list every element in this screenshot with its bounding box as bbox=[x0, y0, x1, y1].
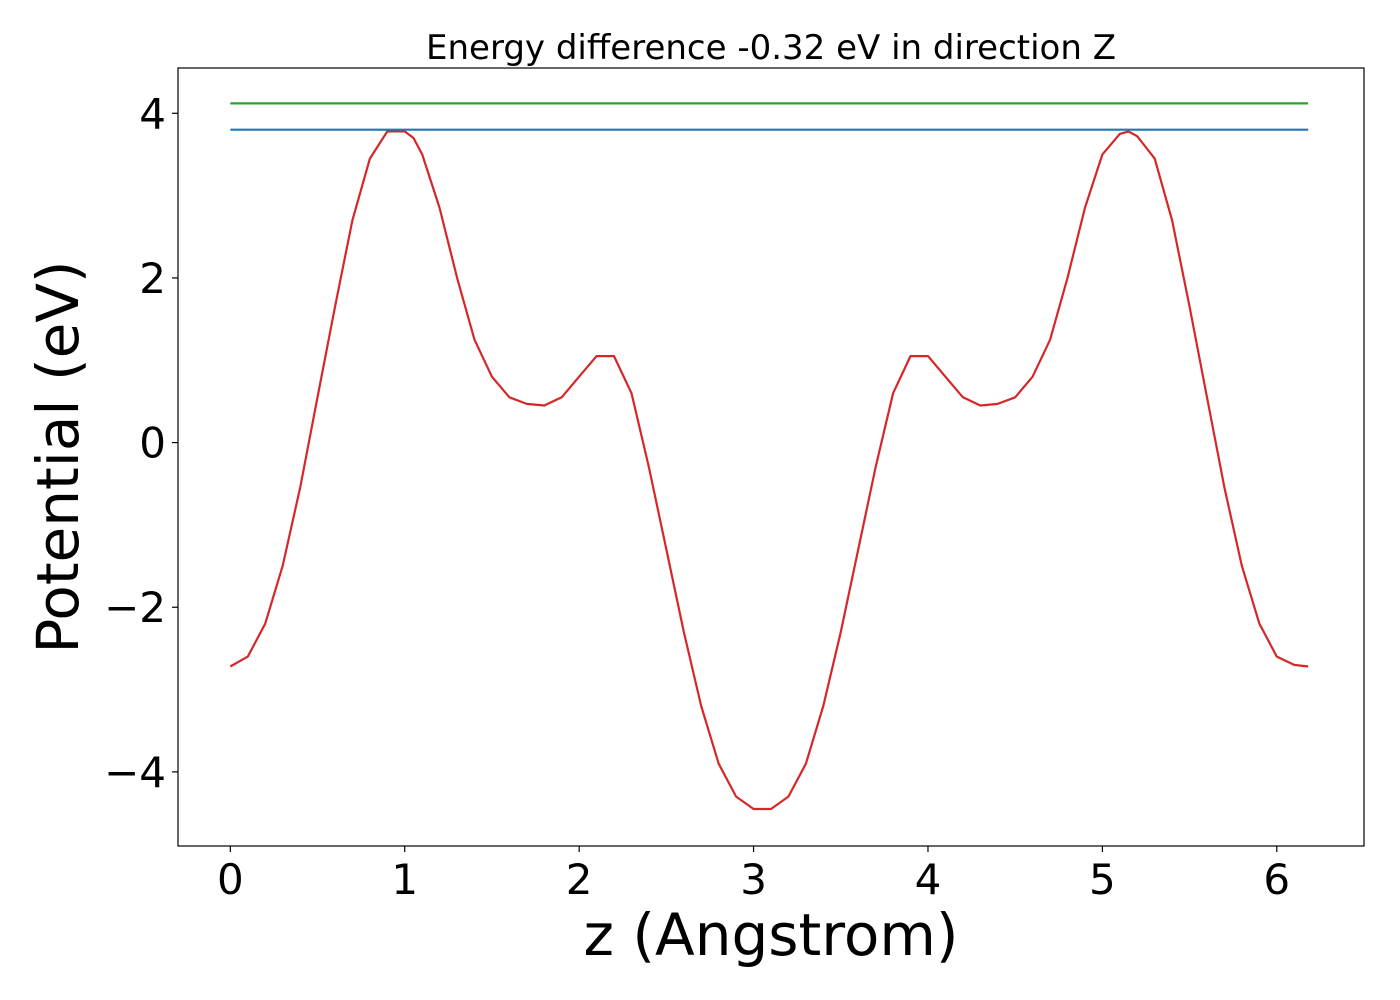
plot-frame bbox=[177, 67, 1365, 847]
y-axis-ticks: −4 −2 0 2 4 bbox=[104, 89, 178, 797]
x-tick-label: 3 bbox=[740, 855, 767, 904]
x-axis-label: z (Angstrom) bbox=[584, 901, 959, 969]
y-tick-label: −2 bbox=[104, 583, 166, 632]
chart-title: Energy difference -0.32 eV in direction … bbox=[426, 28, 1116, 68]
y-tick-label: 4 bbox=[139, 89, 166, 138]
y-tick-label: 0 bbox=[139, 419, 166, 468]
series-line-0 bbox=[229, 130, 1309, 811]
x-tick-label: 2 bbox=[566, 855, 593, 904]
x-axis-ticks: 0 1 2 3 4 5 6 bbox=[217, 846, 1290, 904]
x-tick-label: 5 bbox=[1089, 855, 1116, 904]
y-tick-label: 2 bbox=[139, 254, 166, 303]
x-tick-label: 4 bbox=[915, 855, 942, 904]
y-axis-label: Potential (eV) bbox=[24, 260, 92, 653]
series-layer bbox=[229, 102, 1309, 811]
y-tick-label: −4 bbox=[104, 748, 166, 797]
x-tick-label: 0 bbox=[217, 855, 244, 904]
x-tick-label: 1 bbox=[391, 855, 418, 904]
x-tick-label: 6 bbox=[1263, 855, 1290, 904]
